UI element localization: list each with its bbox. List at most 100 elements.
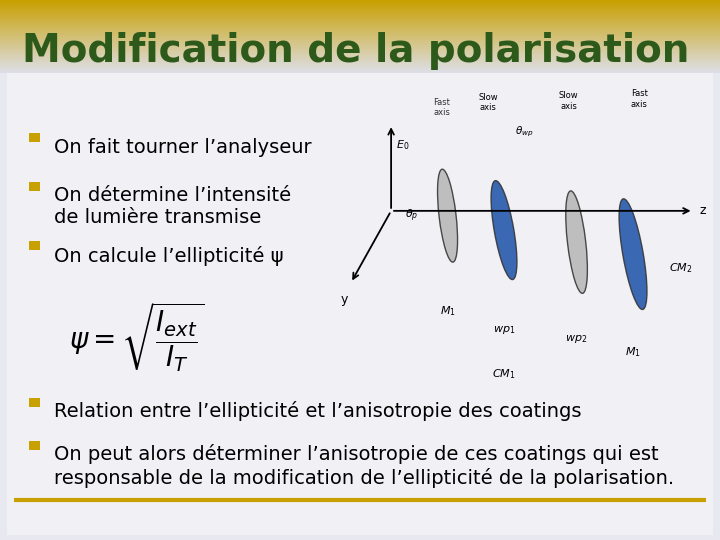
Bar xyxy=(0,3,720,4)
Bar xyxy=(0,66,720,67)
Bar xyxy=(0,24,720,25)
Text: On fait tourner l’analyseur: On fait tourner l’analyseur xyxy=(54,138,312,157)
Bar xyxy=(0,13,720,14)
Bar xyxy=(29,133,40,142)
Bar xyxy=(0,46,720,48)
Bar xyxy=(0,56,720,57)
Bar xyxy=(0,40,720,41)
Bar xyxy=(0,38,720,39)
Bar xyxy=(0,31,720,32)
Bar xyxy=(0,39,720,40)
Bar xyxy=(0,26,720,27)
Bar xyxy=(0,51,720,52)
Bar xyxy=(0,12,720,13)
Bar xyxy=(0,23,720,24)
Text: $wp_2$: $wp_2$ xyxy=(565,334,588,346)
Bar xyxy=(0,16,720,17)
Bar xyxy=(0,45,720,46)
Text: $\theta_p$: $\theta_p$ xyxy=(405,207,418,224)
Bar xyxy=(0,35,720,36)
Ellipse shape xyxy=(438,169,458,262)
Bar xyxy=(0,9,720,10)
Bar xyxy=(0,72,720,73)
Bar xyxy=(0,59,720,60)
Bar xyxy=(0,67,720,68)
Text: On détermine l’intensité
de lumière transmise: On détermine l’intensité de lumière tran… xyxy=(54,186,291,227)
Text: Modification de la polarisation: Modification de la polarisation xyxy=(22,32,689,70)
Bar xyxy=(0,42,720,43)
Bar xyxy=(29,398,40,407)
Bar xyxy=(0,29,720,30)
Ellipse shape xyxy=(566,191,588,293)
Bar xyxy=(0,37,720,38)
Bar xyxy=(0,71,720,72)
Text: Slow
axis: Slow axis xyxy=(559,91,578,111)
Text: Fast
axis: Fast axis xyxy=(433,98,450,117)
Bar xyxy=(0,63,720,64)
Text: $wp_1$: $wp_1$ xyxy=(492,324,516,336)
Bar xyxy=(0,18,720,19)
Bar xyxy=(0,53,720,54)
Bar xyxy=(0,1,720,2)
Text: Fast
axis: Fast axis xyxy=(631,90,647,109)
Bar xyxy=(0,6,720,7)
Bar xyxy=(0,43,720,44)
Text: $M_1$: $M_1$ xyxy=(625,346,641,359)
Bar xyxy=(0,69,720,70)
Bar xyxy=(0,64,720,65)
Bar xyxy=(0,28,720,29)
Text: $\psi = \sqrt{\dfrac{I_{ext}}{I_{T}}}$: $\psi = \sqrt{\dfrac{I_{ext}}{I_{T}}}$ xyxy=(69,301,204,374)
Bar xyxy=(0,41,720,42)
Text: $CM_1$: $CM_1$ xyxy=(492,367,516,381)
Text: $E_0$: $E_0$ xyxy=(396,138,410,152)
Bar xyxy=(0,30,720,31)
Bar xyxy=(0,14,720,15)
Bar xyxy=(0,44,720,45)
Bar xyxy=(0,22,720,23)
Text: $M_1$: $M_1$ xyxy=(440,305,456,319)
Bar xyxy=(0,61,720,62)
Bar xyxy=(0,49,720,50)
Bar xyxy=(0,50,720,51)
Bar xyxy=(29,441,40,450)
Bar xyxy=(0,54,720,55)
Text: Relation entre l’ellipticité et l’anisotropie des coatings: Relation entre l’ellipticité et l’anisot… xyxy=(54,401,582,421)
Ellipse shape xyxy=(491,181,517,280)
Text: y: y xyxy=(341,293,348,306)
Bar xyxy=(0,58,720,59)
Bar xyxy=(0,70,720,71)
Ellipse shape xyxy=(619,199,647,309)
Bar xyxy=(0,25,720,26)
Bar xyxy=(0,62,720,63)
Text: $CM_2$: $CM_2$ xyxy=(670,262,693,275)
Bar xyxy=(0,11,720,12)
Bar xyxy=(0,52,720,53)
Bar xyxy=(0,21,720,22)
Bar xyxy=(0,19,720,21)
Bar xyxy=(0,65,720,66)
Bar xyxy=(0,2,720,3)
Bar xyxy=(7,73,713,535)
Bar xyxy=(0,68,720,69)
Text: On calcule l’ellipticité ψ: On calcule l’ellipticité ψ xyxy=(54,246,284,266)
Bar xyxy=(29,182,40,191)
Bar xyxy=(0,15,720,16)
Bar xyxy=(0,8,720,9)
Bar xyxy=(0,60,720,61)
Bar xyxy=(0,27,720,28)
Bar xyxy=(0,0,720,1)
Bar xyxy=(0,34,720,35)
Bar xyxy=(0,17,720,18)
Bar xyxy=(0,4,720,5)
Bar xyxy=(0,10,720,11)
Bar xyxy=(0,57,720,58)
Text: $\theta_{wp}$: $\theta_{wp}$ xyxy=(515,124,534,139)
Bar xyxy=(0,32,720,33)
Bar xyxy=(0,55,720,56)
Bar xyxy=(0,5,720,6)
Bar xyxy=(0,48,720,49)
Text: On peut alors déterminer l’anisotropie de ces coatings qui est
responsable de la: On peut alors déterminer l’anisotropie d… xyxy=(54,444,674,488)
Text: Slow
axis: Slow axis xyxy=(478,93,498,112)
Bar xyxy=(0,73,720,540)
Text: z: z xyxy=(700,204,706,218)
